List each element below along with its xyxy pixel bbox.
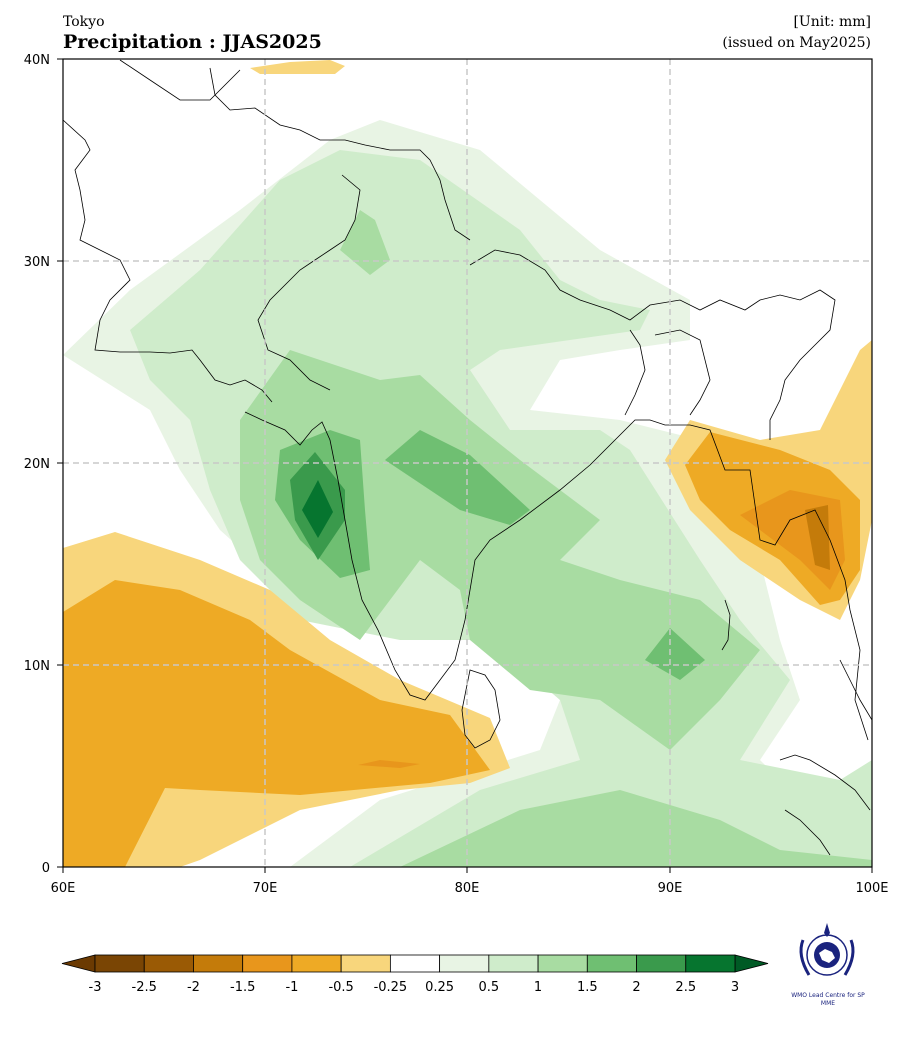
field-neg0p5-north bbox=[250, 60, 345, 74]
colorbar-label: -0.5 bbox=[328, 980, 353, 995]
field-neg1p5-sw bbox=[358, 760, 420, 768]
coastlines bbox=[63, 59, 872, 856]
map-title: Precipitation : JJAS2025 bbox=[63, 31, 322, 53]
y-tick-label: 40N bbox=[24, 53, 50, 68]
colorbar-swatch bbox=[685, 954, 736, 973]
colorbar-label: 1 bbox=[534, 980, 542, 995]
y-tick-label: 30N bbox=[24, 255, 50, 270]
colorbar-swatch bbox=[340, 954, 391, 973]
y-tick-label: 20N bbox=[24, 457, 50, 472]
anomaly-field bbox=[63, 59, 872, 867]
colorbar-label: -1 bbox=[285, 980, 298, 995]
colorbar-swatch bbox=[439, 954, 490, 973]
colorbar-swatch bbox=[488, 954, 539, 973]
colorbar-extend-high bbox=[734, 954, 769, 973]
unit-label: [Unit: mm] bbox=[793, 14, 871, 30]
center-name: Tokyo bbox=[63, 14, 105, 30]
x-tick-label: 70E bbox=[253, 881, 278, 896]
field-1p5-central bbox=[385, 430, 530, 525]
field-neg1-sw bbox=[63, 580, 490, 867]
colorbar-label: 3 bbox=[731, 980, 739, 995]
colorbar-swatch bbox=[389, 954, 441, 973]
x-tick-label: 90E bbox=[658, 881, 683, 896]
field-1 bbox=[240, 350, 760, 750]
wmo-logo-icon bbox=[799, 923, 855, 976]
colorbar-swatch bbox=[94, 954, 145, 973]
colorbar-swatch bbox=[193, 954, 244, 973]
colorbar-swatch bbox=[291, 954, 342, 973]
colorbar-label: 2 bbox=[632, 980, 640, 995]
colorbar-label: -3 bbox=[89, 980, 102, 995]
field-2p5 bbox=[302, 480, 333, 538]
x-tick-label: 100E bbox=[855, 881, 888, 896]
colorbar: -3 -2.5 -2 -1.5 -1 -0.5 -0.25 0.25 0.5 1 1.5 2 2.5 3 bbox=[61, 954, 769, 995]
colorbar-label: 2.5 bbox=[675, 980, 696, 995]
y-tick-labels: 40N 30N 20N 10N 0 bbox=[24, 53, 50, 876]
tick-marks bbox=[57, 58, 873, 873]
colorbar-label: -2 bbox=[187, 980, 200, 995]
colorbar-label: -1.5 bbox=[230, 980, 255, 995]
field-1p5-bay bbox=[645, 628, 705, 680]
colorbar-swatch bbox=[537, 954, 588, 973]
x-tick-label: 60E bbox=[51, 881, 76, 896]
field-1-south bbox=[400, 790, 872, 867]
colorbar-label: 0.5 bbox=[479, 980, 500, 995]
wmo-caption: WMO Lead Centre for SP MME bbox=[791, 992, 865, 1007]
y-tick-label: 10N bbox=[24, 659, 50, 674]
y-tick-label: 0 bbox=[42, 861, 50, 876]
field-1-north bbox=[340, 210, 390, 275]
colorbar-swatch bbox=[143, 954, 194, 973]
field-neg2-ne bbox=[805, 505, 830, 570]
issued-label: (issued on May2025) bbox=[722, 35, 871, 51]
x-tick-label: 80E bbox=[455, 881, 480, 896]
colorbar-extend-low bbox=[61, 954, 96, 973]
colorbar-label: 0.25 bbox=[425, 980, 454, 995]
colorbar-swatch bbox=[586, 954, 637, 973]
colorbar-swatch bbox=[242, 954, 293, 973]
wmo-logo: WMO Lead Centre for SP MME bbox=[785, 992, 871, 1008]
x-tick-labels: 60E 70E 80E 90E 100E bbox=[51, 881, 889, 896]
colorbar-label: -2.5 bbox=[132, 980, 157, 995]
colorbar-label: 1.5 bbox=[577, 980, 598, 995]
graticule bbox=[63, 59, 872, 867]
colorbar-label: -0.25 bbox=[374, 980, 408, 995]
colorbar-swatch bbox=[636, 954, 687, 973]
